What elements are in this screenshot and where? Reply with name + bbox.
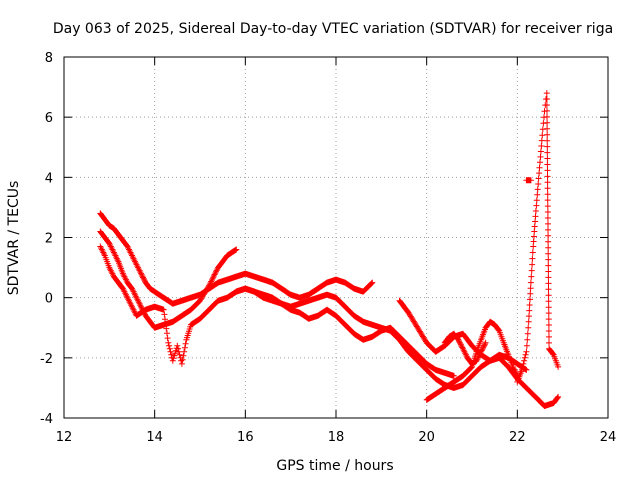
- series-track-h: [514, 90, 562, 385]
- plus-marker-path: [97, 210, 376, 307]
- series-track-i: [523, 177, 534, 184]
- plus-marker-path: [97, 228, 240, 331]
- y-tick-label: 8: [45, 51, 53, 66]
- x-tick-label: 16: [237, 430, 254, 445]
- plus-marker-path: [423, 318, 521, 403]
- series-track-e: [396, 297, 562, 409]
- series-track-b: [97, 243, 457, 379]
- x-tick-label: 24: [600, 430, 617, 445]
- series-track-d: [233, 285, 530, 391]
- plus-marker-path: [514, 90, 562, 385]
- chart-title: Day 063 of 2025, Sidereal Day-to-day VTE…: [53, 21, 613, 37]
- series-track-c: [97, 228, 240, 331]
- plus-marker-path: [233, 285, 530, 391]
- x-tick-label: 14: [146, 430, 163, 445]
- x-tick-label: 20: [418, 430, 435, 445]
- series-track-f: [423, 318, 521, 403]
- y-tick-label: 0: [45, 292, 53, 307]
- plus-marker-path: [523, 177, 534, 184]
- data-marks: [97, 90, 562, 409]
- x-tick-label: 18: [328, 430, 345, 445]
- y-axis-label: SDTVAR / TECUs: [6, 181, 22, 296]
- plus-marker-path: [441, 330, 489, 367]
- series-track-a: [97, 210, 376, 307]
- y-tick-label: 4: [45, 171, 53, 186]
- y-tick-label: 2: [45, 232, 53, 247]
- plot-frame: [63, 56, 609, 419]
- x-axis-label: GPS time / hours: [276, 458, 393, 474]
- x-tick-label: 22: [509, 430, 526, 445]
- y-tick-label: 6: [45, 111, 53, 126]
- y-tick-label: -4: [40, 412, 53, 427]
- series-track-g: [441, 330, 489, 367]
- y-tick-label: -2: [40, 352, 53, 367]
- plus-marker-path: [97, 243, 457, 379]
- x-tick-label: 12: [56, 430, 73, 445]
- plus-marker-path: [396, 297, 562, 409]
